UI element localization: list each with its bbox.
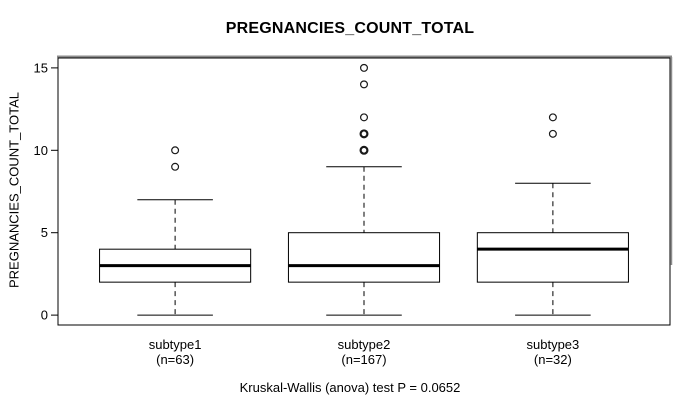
kruskal-wallis-caption: Kruskal-Wallis (anova) test P = 0.0652 xyxy=(239,380,461,395)
outlier-point xyxy=(359,145,369,155)
x-axis-sublabel-subtype2: (n=167) xyxy=(341,352,386,367)
x-axis-label-subtype2: subtype2 xyxy=(338,337,391,352)
iqr-box-subtype2 xyxy=(287,232,441,283)
iqr-box-subtype3 xyxy=(476,232,629,283)
outlier-point xyxy=(171,162,180,171)
outlier-point xyxy=(548,129,557,138)
outlier-point xyxy=(548,113,557,122)
x-axis-sublabel-subtype1: (n=63) xyxy=(156,352,194,367)
outlier-point xyxy=(171,146,180,155)
x-axis-sublabel-subtype3: (n=32) xyxy=(534,352,572,367)
y-axis-tick-label: 5 xyxy=(41,225,48,240)
chart-title: PREGNANCIES_COUNT_TOTAL xyxy=(225,20,475,37)
y-axis-tick-label: 0 xyxy=(41,308,48,323)
y-axis-title: PREGNANCIES_COUNT_TOTAL xyxy=(6,91,22,289)
x-axis-label-subtype1: subtype1 xyxy=(149,337,202,352)
y-axis-tick-label: 15 xyxy=(34,60,48,75)
outlier-point xyxy=(360,80,369,89)
outlier-point xyxy=(360,113,369,122)
y-axis-tick-label: 10 xyxy=(34,143,48,158)
x-axis-label-subtype3: subtype3 xyxy=(527,337,580,352)
outlier-point xyxy=(360,63,369,72)
plot-frame xyxy=(57,57,671,326)
outlier-point xyxy=(359,129,369,139)
